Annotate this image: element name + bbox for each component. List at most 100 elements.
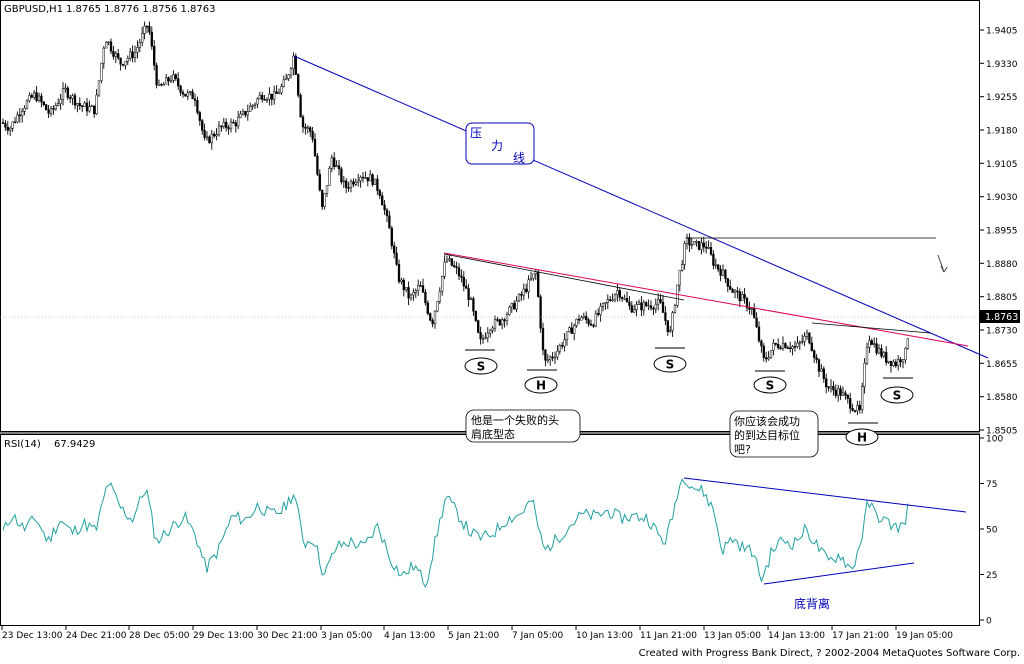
candle xyxy=(333,152,336,170)
candle xyxy=(637,299,641,305)
candle xyxy=(133,45,137,63)
price-tick-label: 1.9105 xyxy=(986,160,1018,170)
candle xyxy=(181,89,185,98)
candle xyxy=(316,152,319,176)
candle xyxy=(289,66,293,79)
candle xyxy=(837,384,840,402)
candle xyxy=(606,294,609,310)
candle xyxy=(297,73,300,98)
candle xyxy=(234,120,237,133)
time-tick-label: 11 Jan 21:00 xyxy=(640,631,697,641)
candle xyxy=(875,337,878,356)
candle xyxy=(510,302,513,313)
candle xyxy=(448,254,451,262)
candle xyxy=(390,225,393,250)
candle xyxy=(167,76,170,86)
candle xyxy=(457,263,461,280)
candle xyxy=(35,86,38,103)
candle xyxy=(822,366,825,383)
candle xyxy=(61,82,65,106)
candle xyxy=(23,105,26,116)
candle xyxy=(246,104,249,121)
candle xyxy=(102,45,105,69)
candle xyxy=(503,318,506,328)
candle xyxy=(858,400,861,414)
candle xyxy=(805,329,809,340)
candle xyxy=(774,342,777,347)
candle xyxy=(359,175,362,188)
candle xyxy=(736,286,739,299)
rsi-tick-label: 100 xyxy=(986,435,1003,445)
candle xyxy=(239,110,242,119)
candle xyxy=(304,123,307,135)
candle xyxy=(282,75,285,88)
candle xyxy=(779,345,782,350)
candle xyxy=(299,92,302,118)
callout-right-line-2: 的到达目标位 xyxy=(734,428,800,442)
candle xyxy=(169,74,173,84)
candle xyxy=(601,302,605,312)
candle xyxy=(664,305,667,326)
time-x-axis: 23 Dec 13:00 24 Dec 21:00 28 Dec 05:00 29 D… xyxy=(1,626,953,641)
candle xyxy=(342,176,345,188)
candle xyxy=(467,283,470,307)
candle xyxy=(577,314,581,325)
rsi-value: 67.9429 xyxy=(54,439,95,450)
candle xyxy=(121,63,125,67)
price-tick-label: 1.8655 xyxy=(986,360,1018,370)
candle xyxy=(126,55,129,66)
candle xyxy=(215,128,218,141)
candle xyxy=(213,131,216,139)
candle xyxy=(880,344,883,359)
candle xyxy=(477,319,480,334)
candle xyxy=(436,301,439,313)
price-tick-label: 1.8730 xyxy=(986,327,1018,337)
candle xyxy=(877,344,881,355)
divergence-label: 底背离 xyxy=(794,596,830,611)
candle xyxy=(273,85,276,105)
candle xyxy=(635,300,638,317)
candle xyxy=(229,118,233,133)
candle xyxy=(498,318,501,327)
candle xyxy=(21,108,24,123)
candle xyxy=(532,273,535,281)
candle xyxy=(551,351,554,362)
rsi-label: RSI(14) xyxy=(4,439,41,450)
candle xyxy=(649,300,653,311)
candle xyxy=(150,26,153,50)
candle xyxy=(784,342,787,349)
candle xyxy=(395,246,398,266)
candle xyxy=(445,255,449,264)
candle xyxy=(275,85,278,94)
candle xyxy=(263,94,266,101)
candle xyxy=(345,178,348,194)
candle xyxy=(508,305,511,316)
candle xyxy=(575,318,578,328)
candle xyxy=(462,271,465,292)
candle xyxy=(841,386,845,396)
candle xyxy=(573,323,576,341)
candle xyxy=(270,93,273,106)
candle xyxy=(738,288,741,308)
candle xyxy=(892,359,895,368)
pattern-marker-h: H xyxy=(524,369,558,394)
candle xyxy=(11,121,14,132)
candle xyxy=(30,93,33,99)
candle xyxy=(625,291,629,303)
pattern-marker-label: S xyxy=(477,360,486,374)
candle xyxy=(529,271,533,282)
rsi-lower-trendline xyxy=(763,562,915,585)
candle xyxy=(354,178,357,187)
candle xyxy=(352,178,355,188)
candle xyxy=(743,287,746,304)
candle xyxy=(762,343,765,362)
candle xyxy=(683,240,686,270)
candle xyxy=(609,295,612,302)
candle xyxy=(105,41,108,49)
candle xyxy=(37,92,41,103)
candle xyxy=(469,296,473,301)
candle xyxy=(397,259,401,284)
rsi-tick-label: 25 xyxy=(986,571,997,581)
candle xyxy=(750,306,753,315)
candle xyxy=(628,296,631,310)
